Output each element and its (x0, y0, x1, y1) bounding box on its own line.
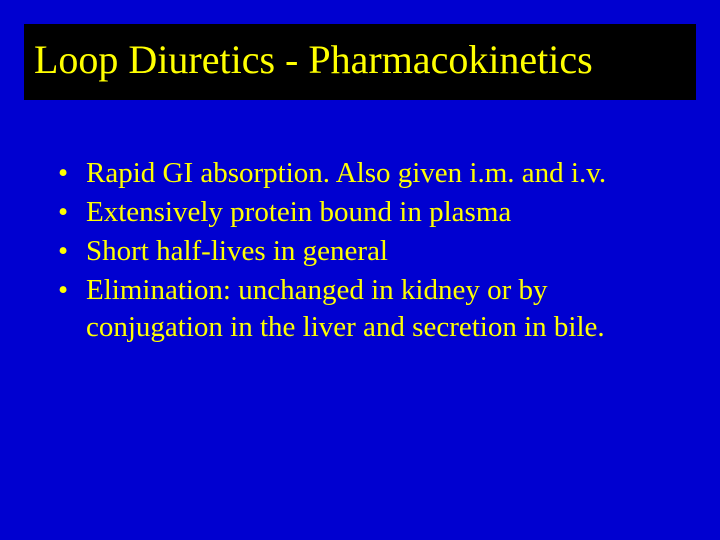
bullet-text: Extensively protein bound in plasma (86, 194, 668, 231)
list-item: • Elimination: unchanged in kidney or by… (58, 272, 668, 346)
bullet-text: Elimination: unchanged in kidney or by c… (86, 272, 668, 346)
slide-title: Loop Diuretics - Pharmacokinetics (34, 38, 686, 82)
list-item: • Rapid GI absorption. Also given i.m. a… (58, 155, 668, 192)
bullet-list: • Rapid GI absorption. Also given i.m. a… (58, 155, 668, 349)
bullet-icon: • (58, 194, 86, 231)
title-box: Loop Diuretics - Pharmacokinetics (24, 24, 696, 100)
bullet-text: Rapid GI absorption. Also given i.m. and… (86, 155, 668, 192)
bullet-icon: • (58, 272, 86, 309)
slide: Loop Diuretics - Pharmacokinetics • Rapi… (0, 0, 720, 540)
bullet-text: Short half-lives in general (86, 233, 668, 270)
bullet-icon: • (58, 155, 86, 192)
list-item: • Extensively protein bound in plasma (58, 194, 668, 231)
bullet-icon: • (58, 233, 86, 270)
list-item: • Short half-lives in general (58, 233, 668, 270)
